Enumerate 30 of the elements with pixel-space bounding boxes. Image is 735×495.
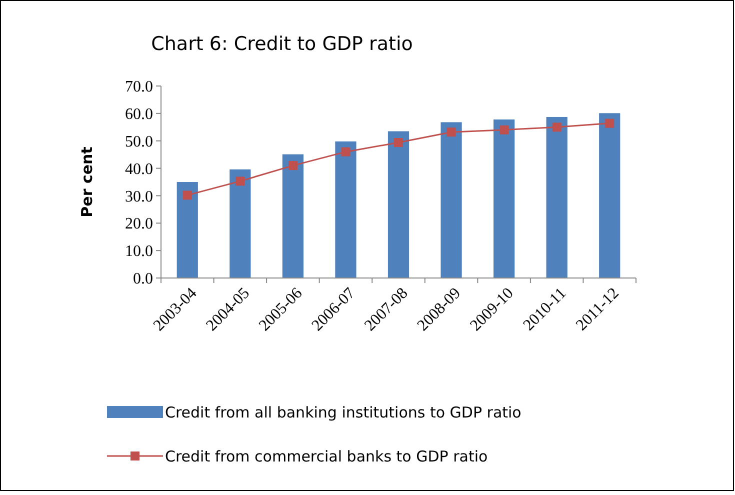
- y-tick-label: 60.0: [125, 106, 153, 124]
- point: [236, 176, 245, 186]
- point: [605, 118, 614, 128]
- legend-label: Credit from all banking institutions to GDP ratio: [165, 403, 522, 422]
- y-tick-label: 70.0: [125, 78, 153, 96]
- bar: [546, 116, 568, 278]
- y-tick-label: 20.0: [125, 216, 153, 233]
- bar: [335, 141, 356, 278]
- point: [446, 128, 456, 137]
- point: [288, 161, 298, 170]
- bar: [440, 122, 462, 278]
- point: [394, 138, 403, 148]
- y-tick-label: 0.0: [133, 270, 153, 288]
- bar: [599, 113, 620, 278]
- point: [552, 122, 562, 132]
- bar: [388, 131, 410, 278]
- bar: [230, 169, 251, 278]
- y-tick-label: 50.0: [125, 133, 153, 150]
- point: [341, 147, 350, 156]
- bar: [494, 119, 515, 278]
- y-tick-label: 10.0: [125, 243, 153, 260]
- bar: [176, 182, 198, 278]
- bar: [282, 154, 304, 278]
- y-tick-label: 30.0: [125, 188, 153, 206]
- legend-label: Credit from commercial banks to GDP ratio: [165, 447, 488, 466]
- chart-title: Chart 6: Credit to GDP ratio: [151, 33, 413, 55]
- point: [182, 190, 192, 200]
- y-axis-title: Per cent: [78, 146, 96, 218]
- point: [500, 125, 509, 134]
- y-tick-label: 40.0: [125, 160, 153, 178]
